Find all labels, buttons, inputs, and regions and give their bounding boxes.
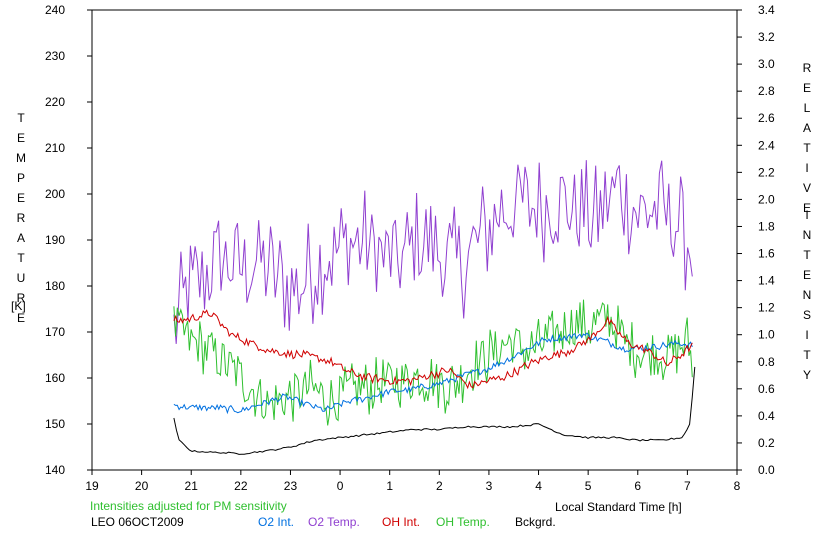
y-left-tick-label: 230 [45,49,65,63]
legend-o2-temp: O2 Temp. [308,515,360,529]
axis-label-letter: P [16,171,25,185]
axis-label-letter: R [802,61,812,75]
y-right-tick-label: 3.2 [758,30,775,44]
y-left-tick-label: 160 [45,371,65,385]
x-axis-label: Local Standard Time [h] [555,500,682,514]
y-right-tick-label: 1.4 [758,274,775,288]
y-right-tick-label: 0.2 [758,436,775,450]
series-line [173,160,693,344]
y-left-tick-label: 240 [45,3,65,17]
axis-label-letter: T [17,111,25,125]
y-right-tick-label: 2.2 [758,165,775,179]
y-left-axis: 140 150 160 170 180 190 200 210 220 230 240 [45,3,92,477]
axis-label-letter: T [803,141,811,155]
x-tick-label: 7 [684,479,691,493]
y-left-tick-label: 210 [45,141,65,155]
axis-label-letter: U [16,271,26,285]
y-right-tick-label: 2.4 [758,138,775,152]
y-right-tick-label: 2.0 [758,192,775,206]
axis-label-letter: N [802,288,812,302]
axis-label-letter: M [16,151,26,165]
axis-label-letter: T [17,251,25,265]
axis-label-letter: I [805,328,809,342]
series-line [173,299,693,426]
x-tick-label: 21 [185,479,199,493]
y-left-tick-label: 180 [45,279,65,293]
y-right-tick-label: 0.6 [758,382,775,396]
y-right-tick-label: 1.0 [758,328,775,342]
axis-label-letter: S [802,308,811,322]
y-left-tick-label: 140 [45,463,65,477]
y-left-tick-label: 190 [45,233,65,247]
y-left-tick-label: 200 [45,187,65,201]
axis-label-letter: T [803,248,811,262]
series-line [173,332,693,415]
y-left-tick-label: 150 [45,417,65,431]
y-left-tick-label: 170 [45,325,65,339]
station-label: LEO 06OCT2009 [91,515,184,529]
axis-label-letter: E [16,311,25,325]
y-right-axis: 0.0 0.2 0.4 0.6 0.8 1.0 1.2 1.4 1.6 1.8 2.0 2.2 2.4 2… [737,3,775,477]
series-group [173,160,696,455]
x-tick-label: 2 [436,479,443,493]
y-right-tick-label: 1.8 [758,219,775,233]
y-left-tick-label: 220 [45,95,65,109]
axis-label-letter: I [805,161,809,175]
legend-oh-temp: OH Temp. [436,515,490,529]
series-line [173,366,696,455]
x-tick-label: 22 [234,479,248,493]
plot-area [91,9,738,471]
axis-label-letter: E [16,191,25,205]
x-tick-label: 20 [135,479,149,493]
axis-label-letter: R [16,211,26,225]
axis-label-letter: V [802,181,811,195]
axis-label-letter: A [802,121,811,135]
x-tick-label: 5 [585,479,592,493]
x-tick-label: 0 [337,479,344,493]
x-axis: 19 20 21 22 23 0 1 2 3 4 5 6 7 8 [85,470,741,493]
y-right-tick-label: 3.0 [758,57,775,71]
axis-label-letter: Y [802,368,811,382]
axis-label-letter: I [805,208,809,222]
y-right-tick-label: 1.6 [758,247,775,261]
x-tick-label: 8 [734,479,741,493]
x-tick-label: 6 [634,479,641,493]
sensitivity-note: Intensities adjusted for PM sensitivity [90,499,287,513]
axis-label-letter: T [803,348,811,362]
x-tick-label: 23 [284,479,298,493]
axis-label-letter: R [16,291,26,305]
y-right-tick-label: 0.0 [758,463,775,477]
axis-label-letter: E [802,268,811,282]
axis-label-letter: E [802,201,811,215]
axis-label-letter: L [803,101,811,115]
legend-background: Bckgrd. [515,515,556,529]
x-tick-label: 19 [85,479,99,493]
axis-label-letter: A [16,231,25,245]
y-right-tick-label: 1.2 [758,301,775,315]
series-line [173,309,693,390]
x-tick-label: 3 [486,479,493,493]
y-left-unit: [K] [11,299,26,313]
x-tick-label: 4 [535,479,542,493]
legend-oh-int: OH Int. [382,515,421,529]
legend-o2-int: O2 Int. [258,515,295,529]
y-right-tick-label: 3.4 [758,3,775,17]
y-right-tick-label: 2.8 [758,84,775,98]
axis-label-letter: E [16,131,25,145]
axis-label-letter: E [802,81,811,95]
x-tick-label: 1 [386,479,393,493]
y-right-tick-label: 0.8 [758,355,775,369]
y-right-tick-label: 0.4 [758,409,775,423]
axis-label-letter: N [802,228,812,242]
y-right-tick-label: 2.6 [758,111,775,125]
